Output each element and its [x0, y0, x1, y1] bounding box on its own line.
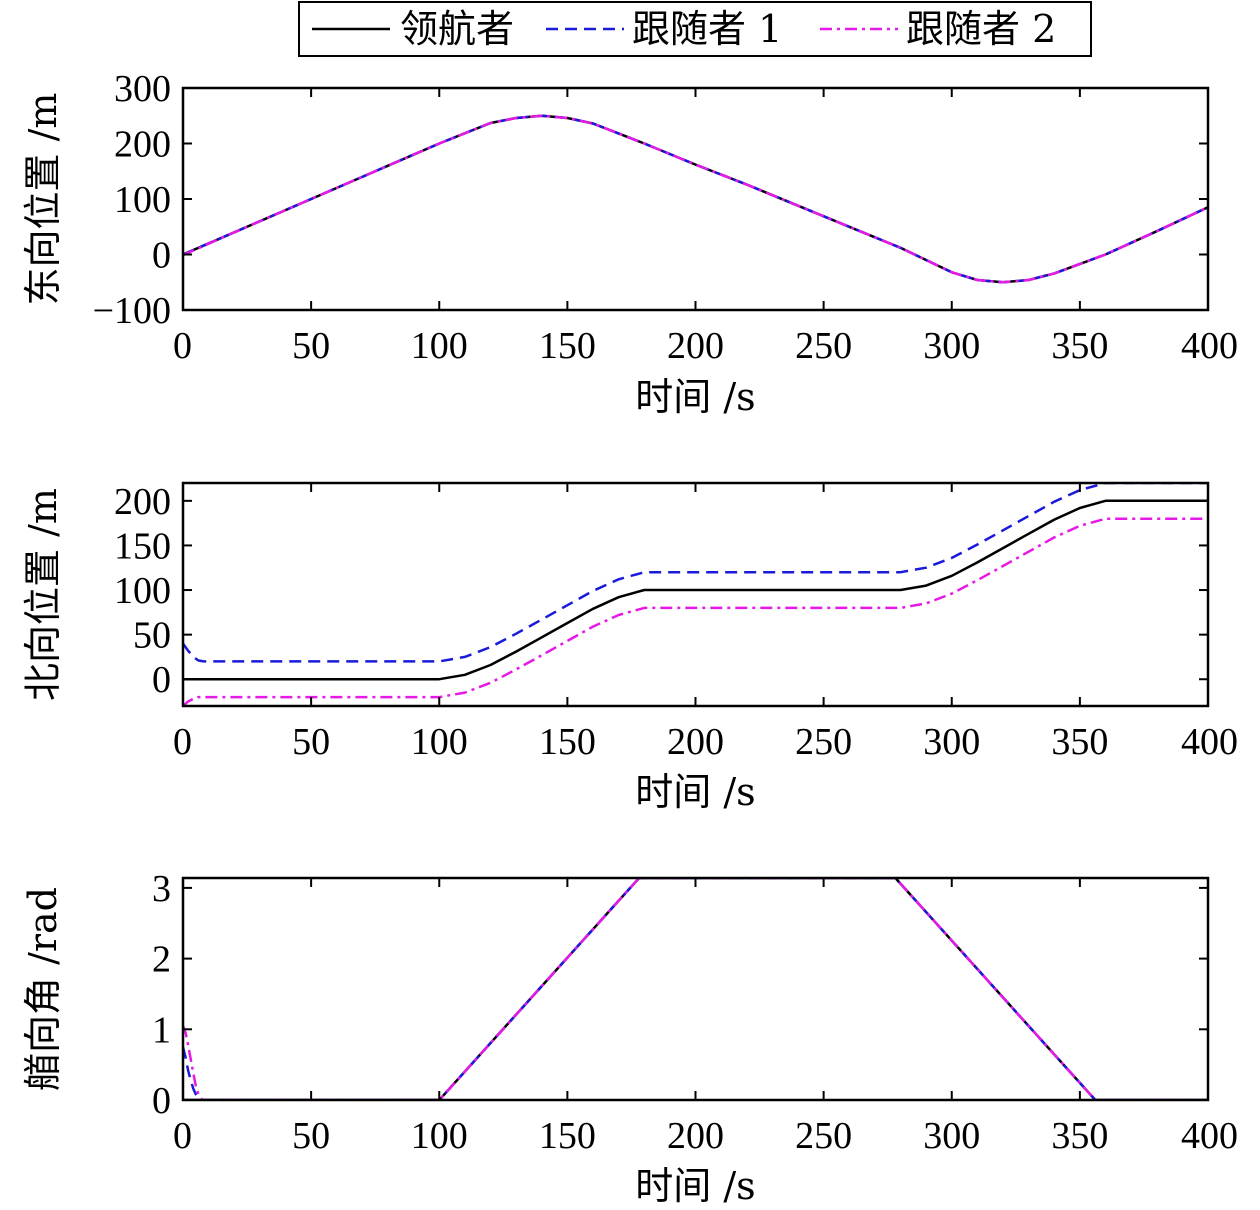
x-tick-label: 50: [292, 721, 330, 763]
y-axis-label: 北向位置 /m: [21, 488, 65, 701]
x-tick-label: 250: [795, 721, 852, 763]
series-line-1: [183, 499, 1208, 681]
legend-label-1: 领航者: [400, 7, 514, 51]
y-tick-label: 150: [114, 525, 171, 567]
legend-label-3: 跟随者 2: [906, 7, 1056, 51]
x-tick-label: 200: [667, 721, 724, 763]
x-axis-label: 时间 /s: [635, 1164, 755, 1208]
legend: 领航者 跟随者 1 跟随者 2: [298, 1, 1092, 57]
x-tick-label: 100: [411, 325, 468, 367]
legend-label-2: 跟随者 1: [632, 7, 782, 51]
y-tick-label: 100: [114, 179, 171, 221]
x-tick-label: 250: [795, 1115, 852, 1157]
y-tick-label: 1: [152, 1009, 171, 1051]
series-group: [183, 878, 1208, 1100]
x-tick-label: 200: [667, 325, 724, 367]
x-tick-label: 300: [923, 1115, 980, 1157]
y-tick-label: 100: [114, 570, 171, 612]
x-tick-label: 0: [173, 325, 192, 367]
y-axis-label: 东向位置 /m: [21, 93, 65, 306]
x-tick-label: 350: [1051, 325, 1108, 367]
y-tick-label: 0: [152, 659, 171, 701]
x-axis-label: 时间 /s: [635, 375, 755, 419]
x-tick-label: 150: [539, 325, 596, 367]
x-tick-label: 300: [923, 325, 980, 367]
series-line-2: [183, 483, 1208, 663]
y-tick-label: 50: [133, 615, 171, 657]
x-tick-label: 100: [411, 1115, 468, 1157]
series-line-1: [183, 114, 1208, 284]
series-line-3: [183, 517, 1208, 706]
x-tick-label: 0: [173, 1115, 192, 1157]
x-tick-label: 200: [667, 1115, 724, 1157]
y-tick-label: 0: [152, 235, 171, 277]
y-axis-label: 艏向角 /rad: [21, 887, 65, 1091]
y-tick-label: 200: [114, 481, 171, 523]
x-tick-label: 250: [795, 325, 852, 367]
x-tick-label: 350: [1051, 1115, 1108, 1157]
y-tick-label: 3: [152, 868, 171, 910]
x-tick-label: 400: [1181, 325, 1238, 367]
x-tick-label: 50: [292, 325, 330, 367]
series-line-3: [183, 114, 1208, 284]
x-axis-label: 时间 /s: [635, 770, 755, 814]
series-group: [183, 114, 1208, 284]
series-line-2: [183, 878, 1208, 1100]
x-tick-label: 300: [923, 721, 980, 763]
x-tick-label: 400: [1181, 1115, 1238, 1157]
y-tick-label: 300: [114, 68, 171, 110]
chart-panel-3: 0 50 100 150 200 250 300 350 400 0 1 2 3 时间 /s 艏向角 /ra…: [21, 868, 1238, 1208]
x-tick-label: 150: [539, 721, 596, 763]
y-tick-label: 0: [152, 1080, 171, 1122]
x-tick-label: 50: [292, 1115, 330, 1157]
plot-frame: [181, 86, 1210, 312]
legend-box: [298, 1, 1092, 57]
x-tick-label: 350: [1051, 721, 1108, 763]
series-line-1: [183, 878, 1208, 1100]
x-tick-label: 150: [539, 1115, 596, 1157]
x-tick-label: 0: [173, 721, 192, 763]
series-line-2: [183, 114, 1208, 284]
y-tick-label: −100: [93, 290, 171, 332]
series-line-3: [183, 878, 1208, 1100]
x-tick-label: 100: [411, 721, 468, 763]
y-tick-label: 200: [114, 124, 171, 166]
y-tick-label: 2: [152, 939, 171, 981]
series-group: [183, 483, 1208, 706]
chart-panel-1: 0 50 100 150 200 250 300 350 400−1000100200300时间…: [21, 68, 1238, 419]
x-tick-label: 400: [1181, 721, 1238, 763]
plot-frame: [181, 481, 1210, 708]
chart-panels: 0 50 100 150 200 250 300 350 400−1000100200300时间…: [21, 68, 1238, 1208]
plot-frame: [181, 876, 1210, 1102]
